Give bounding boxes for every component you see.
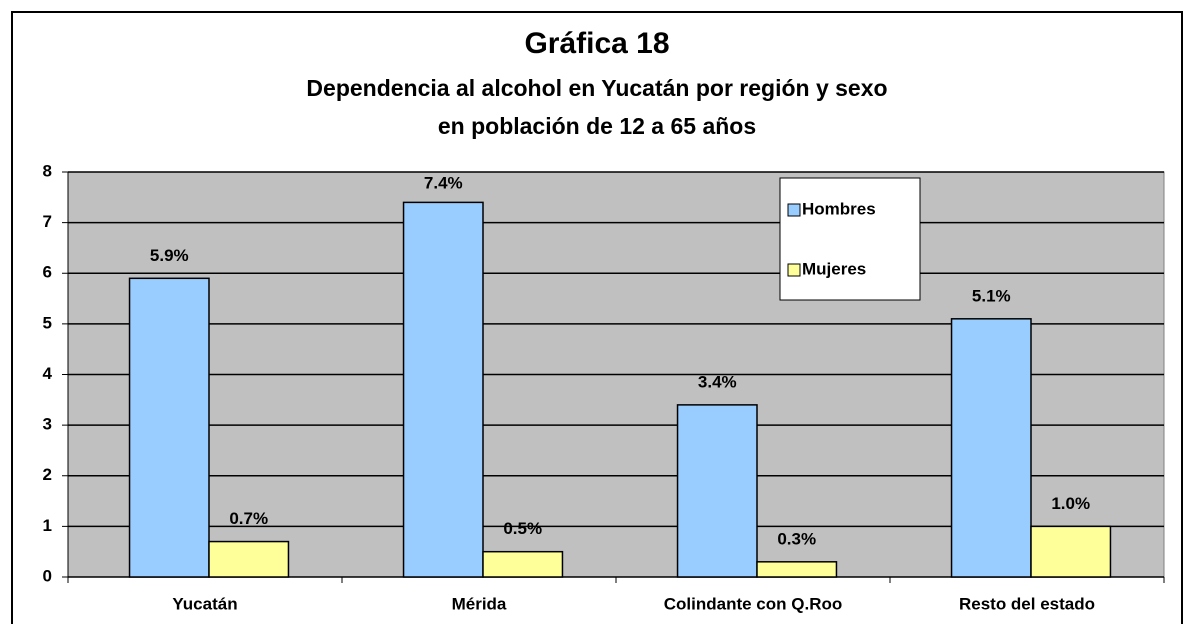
data-label: 3.4% — [698, 372, 737, 391]
y-tick-label: 8 — [43, 161, 52, 180]
legend — [779, 177, 921, 301]
data-label: 5.9% — [150, 246, 189, 265]
bar — [756, 561, 838, 578]
chart-subtitle: en población de 12 a 65 años — [438, 113, 756, 139]
legend-swatch — [787, 203, 801, 217]
y-tick-label: 1 — [43, 516, 52, 535]
bar — [676, 404, 758, 578]
data-label: 0.7% — [229, 509, 268, 528]
x-tick-label: Mérida — [452, 594, 507, 613]
chart-title: Gráfica 18 — [524, 27, 669, 60]
x-tick-label: Yucatán — [172, 594, 237, 613]
y-tick-label: 5 — [43, 313, 52, 332]
legend-swatch — [787, 263, 801, 277]
data-label: 1.0% — [1051, 494, 1090, 513]
bar — [482, 550, 564, 578]
data-label: 5.1% — [972, 286, 1011, 305]
x-tick-label: Resto del estado — [959, 594, 1095, 613]
bar — [1030, 525, 1112, 578]
bar — [208, 540, 290, 578]
y-tick-label: 6 — [43, 263, 52, 282]
chart-subtitle: Dependencia al alcohol en Yucatán por re… — [306, 75, 887, 101]
bar — [128, 277, 210, 578]
bar — [950, 318, 1032, 578]
y-tick-label: 3 — [43, 415, 52, 434]
y-tick-label: 2 — [43, 465, 52, 484]
y-tick-label: 4 — [43, 364, 53, 383]
data-label: 0.3% — [777, 529, 816, 548]
x-tick-label: Colindante con Q.Roo — [664, 594, 843, 613]
y-tick-label: 0 — [43, 566, 52, 585]
data-label: 0.5% — [503, 519, 542, 538]
legend-label: Hombres — [802, 199, 876, 218]
bar — [402, 201, 484, 578]
legend-label: Mujeres — [802, 259, 866, 278]
y-tick-label: 7 — [43, 212, 52, 231]
data-label: 7.4% — [424, 173, 463, 192]
